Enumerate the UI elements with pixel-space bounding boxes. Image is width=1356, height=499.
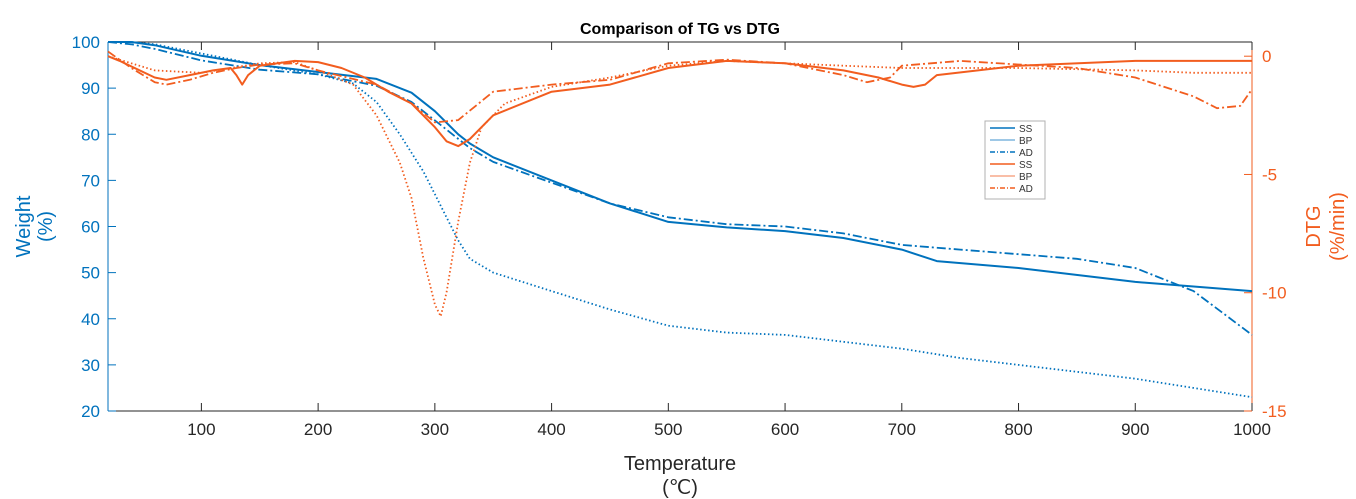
x-tick-label: 700 (888, 420, 916, 439)
legend-box (984, 120, 1046, 200)
y-left-tick-label: 70 (81, 171, 100, 190)
series-line-left-ad (107, 41, 1253, 336)
x-tick-label: 400 (537, 420, 565, 439)
legend-entry: BP (1019, 136, 1033, 147)
y-left-axis-label: Weight (13, 195, 35, 257)
series-line-left-bp (108, 41, 1253, 399)
y-left-tick-label: 100 (72, 33, 100, 52)
x-tick-label: 500 (654, 420, 682, 439)
y-left-tick-label: 80 (81, 125, 100, 144)
x-tick-label: 100 (187, 420, 215, 439)
legend-entry: SS (1019, 124, 1033, 135)
x-tick-label: 200 (304, 420, 332, 439)
y-left-tick-label: 90 (81, 79, 100, 98)
y-right-axis-label: DTG (1303, 205, 1325, 247)
x-tick-label: 1000 (1233, 420, 1271, 439)
plot-frame (107, 41, 1253, 412)
legend-entry: SS (1019, 160, 1033, 171)
y-right-axis-unit: (%/min) (1327, 192, 1349, 261)
x-tick-label: 600 (771, 420, 799, 439)
series-line-right-ad (107, 50, 1253, 124)
series-line-left-ss (108, 41, 1253, 293)
y-axis-left: 20 30 40 50 60 70 80 90 100 (72, 33, 116, 421)
y-left-tick-label: 50 (81, 264, 100, 283)
legend-entry: BP (1019, 172, 1033, 183)
x-tick-label: 900 (1121, 420, 1149, 439)
x-tick-label: 300 (421, 420, 449, 439)
series-line-right-ss (107, 55, 1252, 148)
y-right-tick-label: -15 (1262, 402, 1287, 421)
y-right-tick-label: -5 (1262, 165, 1277, 184)
x-axis: 100 200 300 400 500 600 700 800 900 1000 (187, 42, 1271, 439)
x-axis-label: Temperature (624, 453, 736, 475)
y-axis-right: -15 -10 -5 0 (1244, 47, 1287, 421)
y-right-tick-label: 0 (1262, 47, 1271, 66)
x-tick-label: 800 (1004, 420, 1032, 439)
series-line-right-bp (107, 55, 1252, 318)
y-left-tick-label: 30 (81, 356, 100, 375)
x-axis-unit: (℃) (662, 477, 698, 499)
y-left-tick-label: 20 (81, 402, 100, 421)
series-layer (107, 41, 1253, 399)
y-left-tick-label: 40 (81, 310, 100, 329)
y-left-tick-label: 60 (81, 218, 100, 237)
y-left-axis-unit: (%) (35, 211, 57, 242)
legend-entry: AD (1019, 148, 1033, 159)
chart-title: Comparison of TG vs DTG (580, 21, 780, 38)
legend-entry: AD (1019, 184, 1033, 195)
y-right-tick-label: -10 (1262, 284, 1287, 303)
